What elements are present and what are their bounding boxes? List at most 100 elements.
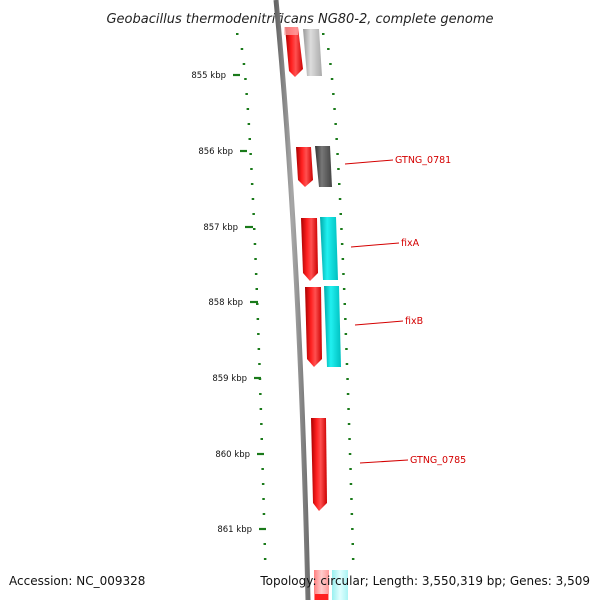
track-dot	[347, 408, 350, 410]
track-dot	[348, 438, 351, 440]
gene-arrow-gtng-0785[interactable]	[311, 418, 327, 511]
gene-arrow[interactable]	[303, 29, 322, 76]
gene-label-gtng-0781[interactable]: GTNG_0781	[395, 155, 451, 166]
track-dot	[345, 348, 348, 350]
track-dot	[329, 63, 332, 65]
gene-arrow[interactable]	[305, 287, 322, 367]
gene-label-gtng-0785[interactable]: GTNG_0785	[410, 455, 466, 466]
genome-backbone	[273, 0, 311, 600]
tick-label: 859 kbp	[212, 374, 247, 384]
leader-line	[350, 242, 400, 248]
track-dot	[240, 48, 244, 50]
track-dot	[351, 543, 354, 545]
leader-line	[359, 459, 409, 464]
gene-arrow-fixb[interactable]	[324, 286, 341, 367]
track-dot	[262, 498, 265, 500]
leader-line	[354, 320, 404, 326]
track-dot	[263, 558, 267, 560]
tick-label: 856 kbp	[198, 147, 233, 157]
track-dot	[244, 78, 247, 80]
track-dot	[257, 348, 261, 350]
track-dot	[253, 243, 257, 245]
tick-label: 857 kbp	[203, 223, 238, 233]
track-dot	[259, 408, 263, 410]
track-dot	[262, 513, 266, 515]
tick-label: 855 kbp	[191, 71, 226, 81]
gene-arrow[interactable]	[314, 570, 329, 600]
gene-labels: GTNG_0781 fixA fixB GTNG_0785	[344, 155, 466, 466]
track-dot	[254, 258, 257, 260]
track-dot	[349, 483, 353, 485]
track-dot	[250, 183, 254, 185]
track-dot	[340, 243, 344, 245]
gene-label-fixa[interactable]: fixA	[401, 238, 420, 249]
track-dot	[242, 63, 246, 65]
gene-label-fixb[interactable]: fixB	[405, 316, 423, 327]
track-dot	[342, 273, 345, 275]
track-dot	[249, 153, 252, 155]
track-dot	[350, 498, 353, 500]
track-dot	[344, 318, 347, 320]
map-title: Geobacillus thermodenitrificans NG80-2, …	[106, 12, 493, 27]
track-dot	[252, 213, 255, 215]
track-dot	[335, 138, 338, 140]
gene-arrow[interactable]	[301, 218, 318, 281]
track-dot	[260, 438, 263, 440]
gene-arrow[interactable]	[296, 147, 313, 187]
gene-arrow[interactable]	[285, 27, 303, 77]
gene-fade	[284, 27, 298, 35]
tick-label: 861 kbp	[217, 525, 252, 535]
track-dot	[327, 48, 330, 50]
track-dot	[259, 393, 262, 395]
track-dot	[248, 138, 251, 140]
track-dot	[346, 378, 349, 380]
track-dot	[339, 213, 342, 215]
gene-fade	[315, 594, 328, 600]
ruler-dots	[236, 33, 267, 560]
track-dot	[330, 78, 334, 80]
track-dot	[253, 228, 256, 230]
track-dot	[336, 153, 339, 155]
ruler: 855 kbp 856 kbp 857 kbp 858 kbp 859 kbp …	[191, 71, 266, 535]
track-dot	[245, 93, 248, 95]
track-dot	[263, 543, 266, 545]
track-dot	[350, 513, 354, 515]
track-dot	[349, 468, 352, 470]
gene-arrow-fixa[interactable]	[320, 217, 338, 280]
gene-arrow[interactable]	[332, 570, 348, 600]
track-dot	[338, 183, 341, 185]
track-dot	[246, 108, 250, 110]
track-dot	[333, 108, 336, 110]
track-dot	[338, 198, 342, 200]
track-dot	[255, 288, 258, 290]
track-dot	[351, 528, 354, 530]
track-dot	[342, 288, 346, 290]
genes	[284, 27, 348, 600]
track-dot	[250, 168, 253, 170]
leader-line	[344, 159, 394, 165]
track-dot	[236, 33, 239, 35]
track-dot	[346, 393, 350, 395]
track-dot	[257, 333, 260, 335]
outer-track-dots	[322, 33, 355, 560]
track-dot	[256, 303, 259, 305]
track-dot	[256, 318, 260, 320]
tick-label: 860 kbp	[215, 450, 250, 460]
track-dot	[332, 93, 335, 95]
track-dot	[348, 453, 352, 455]
tick-label: 858 kbp	[208, 298, 243, 308]
track-dot	[247, 123, 251, 125]
track-dot	[322, 33, 325, 35]
track-dot	[260, 423, 263, 425]
track-dot	[343, 303, 346, 305]
gene-arrow-gtng-0781[interactable]	[315, 146, 332, 187]
track-dot	[261, 483, 265, 485]
track-dot	[340, 228, 343, 230]
track-dot	[251, 198, 255, 200]
track-dot	[254, 273, 258, 275]
track-dot	[345, 363, 349, 365]
track-dot	[341, 258, 345, 260]
track-dot	[347, 423, 351, 425]
genome-stats-text: Topology: circular; Length: 3,550,319 bp…	[259, 574, 590, 588]
